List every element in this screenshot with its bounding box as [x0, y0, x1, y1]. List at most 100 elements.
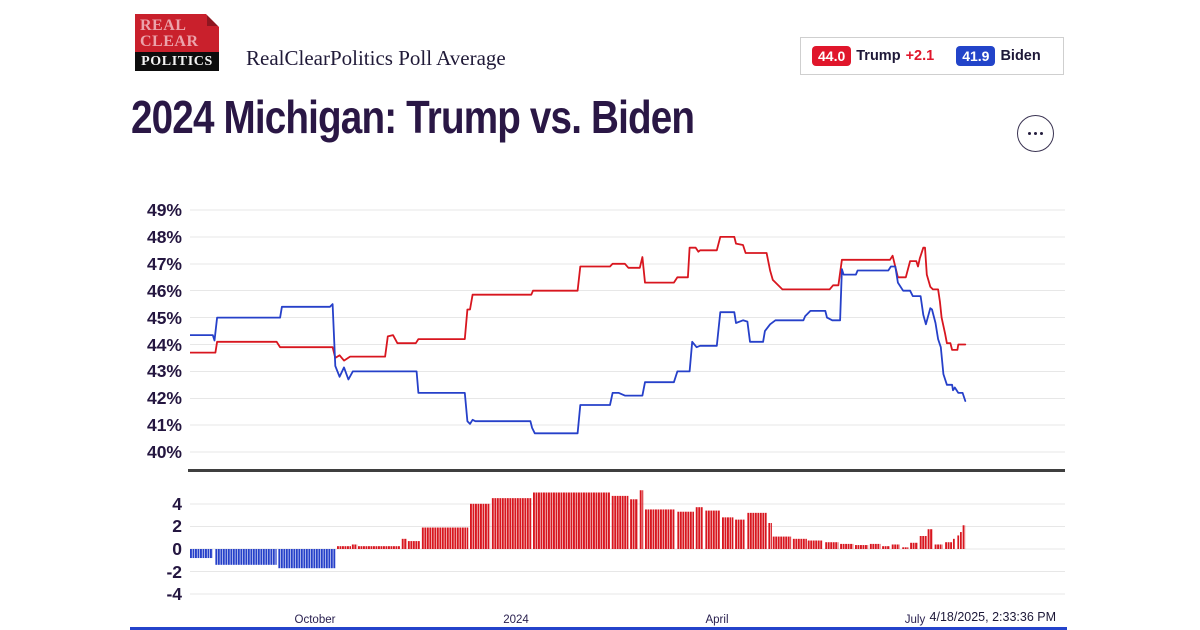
- spread-bar: [524, 498, 527, 549]
- spread-bar: [390, 546, 393, 549]
- spread-bar: [795, 538, 798, 549]
- spread-bar: [363, 546, 365, 549]
- spread-bar: [270, 549, 273, 565]
- spread-bar: [328, 549, 331, 569]
- spread-bar: [555, 492, 558, 549]
- spread-bar: [373, 546, 375, 549]
- spread-bar: [323, 549, 326, 569]
- spread-bar: [705, 510, 708, 549]
- spread-bar: [727, 517, 729, 549]
- spread-bar: [595, 492, 598, 549]
- spread-bar: [630, 499, 633, 549]
- spread-bar: [260, 549, 263, 565]
- spread-bar: [782, 536, 785, 549]
- trump-value-badge: 44.0: [812, 46, 852, 66]
- spread-y-tick-label: 2: [172, 516, 182, 537]
- trend-y-tick-label: 48%: [146, 226, 182, 247]
- spread-bar: [950, 542, 953, 549]
- spread-bar: [891, 544, 894, 549]
- more-options-button[interactable]: [1017, 115, 1054, 152]
- spread-bar: [499, 498, 502, 549]
- spread-bar: [785, 536, 788, 549]
- spread-bar: [303, 549, 306, 569]
- spread-bar: [580, 492, 583, 549]
- spread-bar: [835, 542, 838, 549]
- spread-bar: [742, 519, 745, 549]
- spread-bar: [842, 543, 845, 549]
- spread-bar: [740, 519, 743, 549]
- spread-bar: [953, 538, 955, 549]
- spread-bar: [624, 495, 627, 549]
- spread-bar: [647, 509, 650, 549]
- spread-bar: [670, 509, 672, 549]
- rcp-logo[interactable]: REAL CLEAR POLITICS: [135, 14, 219, 71]
- spread-bar: [475, 503, 477, 549]
- spread-bar: [872, 543, 875, 549]
- spread-bar: [421, 527, 424, 549]
- spread-bar: [280, 549, 283, 569]
- spread-bar: [210, 549, 212, 559]
- spread-bar: [380, 546, 383, 549]
- spread-bar: [639, 490, 642, 549]
- spread-bar: [337, 546, 339, 549]
- spread-bar: [252, 549, 255, 565]
- spread-bar: [426, 527, 429, 549]
- spread-bar: [797, 538, 800, 549]
- spread-bar: [318, 549, 321, 569]
- spread-bar: [764, 512, 767, 549]
- spread-bar: [847, 543, 850, 549]
- spread-bar: [190, 549, 192, 559]
- spread-bar: [802, 538, 805, 549]
- spread-bar: [787, 536, 790, 549]
- spread-bar: [529, 498, 532, 549]
- spread-bar: [754, 512, 757, 549]
- spread-bar: [645, 509, 647, 549]
- spread-bar: [947, 542, 950, 549]
- spread-bar: [262, 549, 265, 565]
- spread-bar: [417, 541, 420, 549]
- spread-bar: [855, 545, 857, 550]
- spread-bar: [937, 544, 940, 549]
- spread-bar: [732, 517, 734, 549]
- x-axis-label: 2024: [503, 614, 529, 626]
- spread-bar: [407, 541, 410, 549]
- spread-bar: [817, 540, 820, 549]
- spread-bar: [605, 492, 608, 549]
- spread-bar: [509, 498, 512, 549]
- spread-bar: [665, 509, 667, 549]
- spread-bar: [862, 545, 865, 550]
- spread-bar: [757, 512, 760, 549]
- spread-bar: [820, 540, 823, 549]
- spread-bar: [902, 547, 905, 550]
- page-title: 2024 Michigan: Trump vs. Biden: [131, 91, 695, 143]
- spread-bar: [516, 498, 519, 549]
- spread-bar: [939, 544, 942, 549]
- spread-bar: [650, 509, 652, 549]
- spread-bar: [217, 549, 220, 565]
- spread-bar: [717, 510, 720, 549]
- spread-bar: [919, 536, 922, 549]
- spread-bar: [614, 495, 617, 549]
- spread-bar: [655, 509, 657, 549]
- spread-bar: [543, 492, 545, 549]
- spread-bar: [749, 512, 752, 549]
- spread-bar: [679, 511, 682, 549]
- spread-bar: [588, 492, 590, 549]
- spread-bar: [521, 498, 524, 549]
- spread-bar: [388, 546, 390, 549]
- spread-bar: [632, 499, 635, 549]
- spread-bar: [519, 498, 522, 549]
- spread-bar: [461, 527, 464, 549]
- spread-bar: [960, 532, 962, 549]
- spread-bar: [869, 543, 872, 549]
- spread-bar: [962, 525, 965, 549]
- trend-y-tick-label: 43%: [146, 361, 182, 382]
- spread-bar: [874, 543, 877, 549]
- spread-bar: [570, 492, 573, 549]
- spread-bar: [710, 510, 713, 549]
- spread-bar: [563, 492, 565, 549]
- spread-bar: [313, 549, 316, 569]
- spread-bar: [439, 527, 442, 549]
- spread-bar: [275, 549, 277, 565]
- rcp-logo-text-politics: POLITICS: [135, 52, 219, 71]
